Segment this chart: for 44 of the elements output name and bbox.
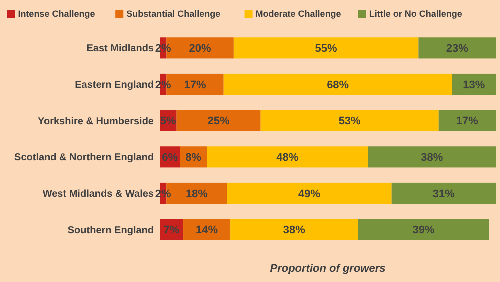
data-label: 17% <box>456 116 479 128</box>
bar <box>368 146 496 168</box>
y-tick-label: Yorkshire & Humberside <box>38 116 154 128</box>
data-label: 18% <box>186 188 208 200</box>
y-tick-label: Eastern England <box>75 80 154 91</box>
bar <box>358 219 490 240</box>
legend-label: Little or No Challenge <box>369 9 462 20</box>
data-label: 48% <box>276 152 299 164</box>
legend-label: Substantial Challenge <box>126 9 221 20</box>
data-label: 68% <box>327 79 350 92</box>
data-label: 13% <box>463 79 486 92</box>
bar <box>234 38 419 59</box>
y-tick-label: West Midlands & Wales <box>42 189 154 200</box>
data-label: 17% <box>184 79 206 92</box>
bar <box>418 38 496 59</box>
bar <box>227 182 392 204</box>
bar <box>224 74 452 96</box>
data-label: 53% <box>338 116 362 128</box>
data-label: 6% <box>162 152 178 164</box>
x-axis-title: Proportion of growers <box>270 263 386 275</box>
data-label: 38% <box>283 224 306 237</box>
data-label: 55% <box>315 43 338 56</box>
y-tick-label: Southern England <box>68 225 154 236</box>
data-label: 23% <box>446 43 469 56</box>
data-label: 8% <box>186 152 202 164</box>
data-label: 20% <box>189 43 212 56</box>
data-label: 39% <box>412 224 435 237</box>
bar <box>230 219 358 240</box>
data-label: 38% <box>421 152 444 164</box>
data-label: 5% <box>160 116 177 128</box>
data-label: 49% <box>298 188 321 200</box>
bar <box>260 110 439 132</box>
data-label: 7% <box>164 224 180 237</box>
legend-label: Moderate Challenge <box>256 9 342 20</box>
y-tick-label: East Midlands <box>86 44 154 55</box>
legend-label: Intense Challenge <box>18 9 96 20</box>
data-label: 14% <box>196 224 218 237</box>
bar <box>438 110 496 132</box>
bar <box>176 110 261 132</box>
data-label: 31% <box>432 188 456 200</box>
bar <box>207 146 368 168</box>
data-label: 25% <box>208 116 230 128</box>
y-tick-label: Scotland & Northern England <box>14 152 154 164</box>
bar <box>392 182 496 204</box>
